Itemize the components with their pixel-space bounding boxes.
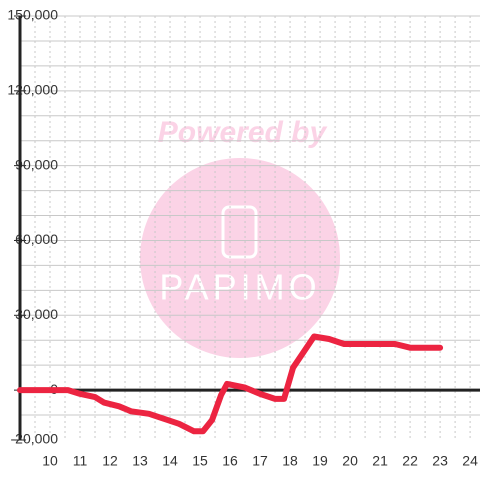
y-tick-label: 150,000 — [7, 7, 58, 23]
x-tick-label: 16 — [222, 453, 238, 469]
watermark-logo: PAPIMO — [159, 267, 320, 308]
x-tick-label: 13 — [132, 453, 148, 469]
y-tick-label: 30,000 — [15, 306, 58, 322]
x-tick-label: 15 — [192, 453, 208, 469]
x-tick-label: 12 — [102, 453, 118, 469]
x-tick-label: 10 — [42, 453, 58, 469]
y-tick-label: 120,000 — [7, 82, 58, 98]
x-tick-label: 21 — [372, 453, 388, 469]
plot: -20,000030,00060,00090,000120,000150,000… — [7, 7, 480, 469]
x-tick-label: 24 — [462, 453, 478, 469]
x-tick-label: 23 — [432, 453, 448, 469]
x-tick-label: 17 — [252, 453, 268, 469]
y-tick-label: -20,000 — [11, 431, 59, 447]
watermark-text: Powered by — [158, 116, 328, 149]
x-tick-label: 20 — [342, 453, 358, 469]
x-tick-label: 19 — [312, 453, 328, 469]
x-tick-label: 18 — [282, 453, 298, 469]
x-tick-label: 14 — [162, 453, 178, 469]
data-line — [17, 333, 444, 435]
watermark-phone — [221, 205, 258, 259]
x-tick-label: 22 — [402, 453, 418, 469]
x-tick-label: 11 — [73, 453, 88, 469]
y-tick-label: 60,000 — [15, 231, 58, 247]
y-tick-label: 90,000 — [15, 156, 58, 172]
